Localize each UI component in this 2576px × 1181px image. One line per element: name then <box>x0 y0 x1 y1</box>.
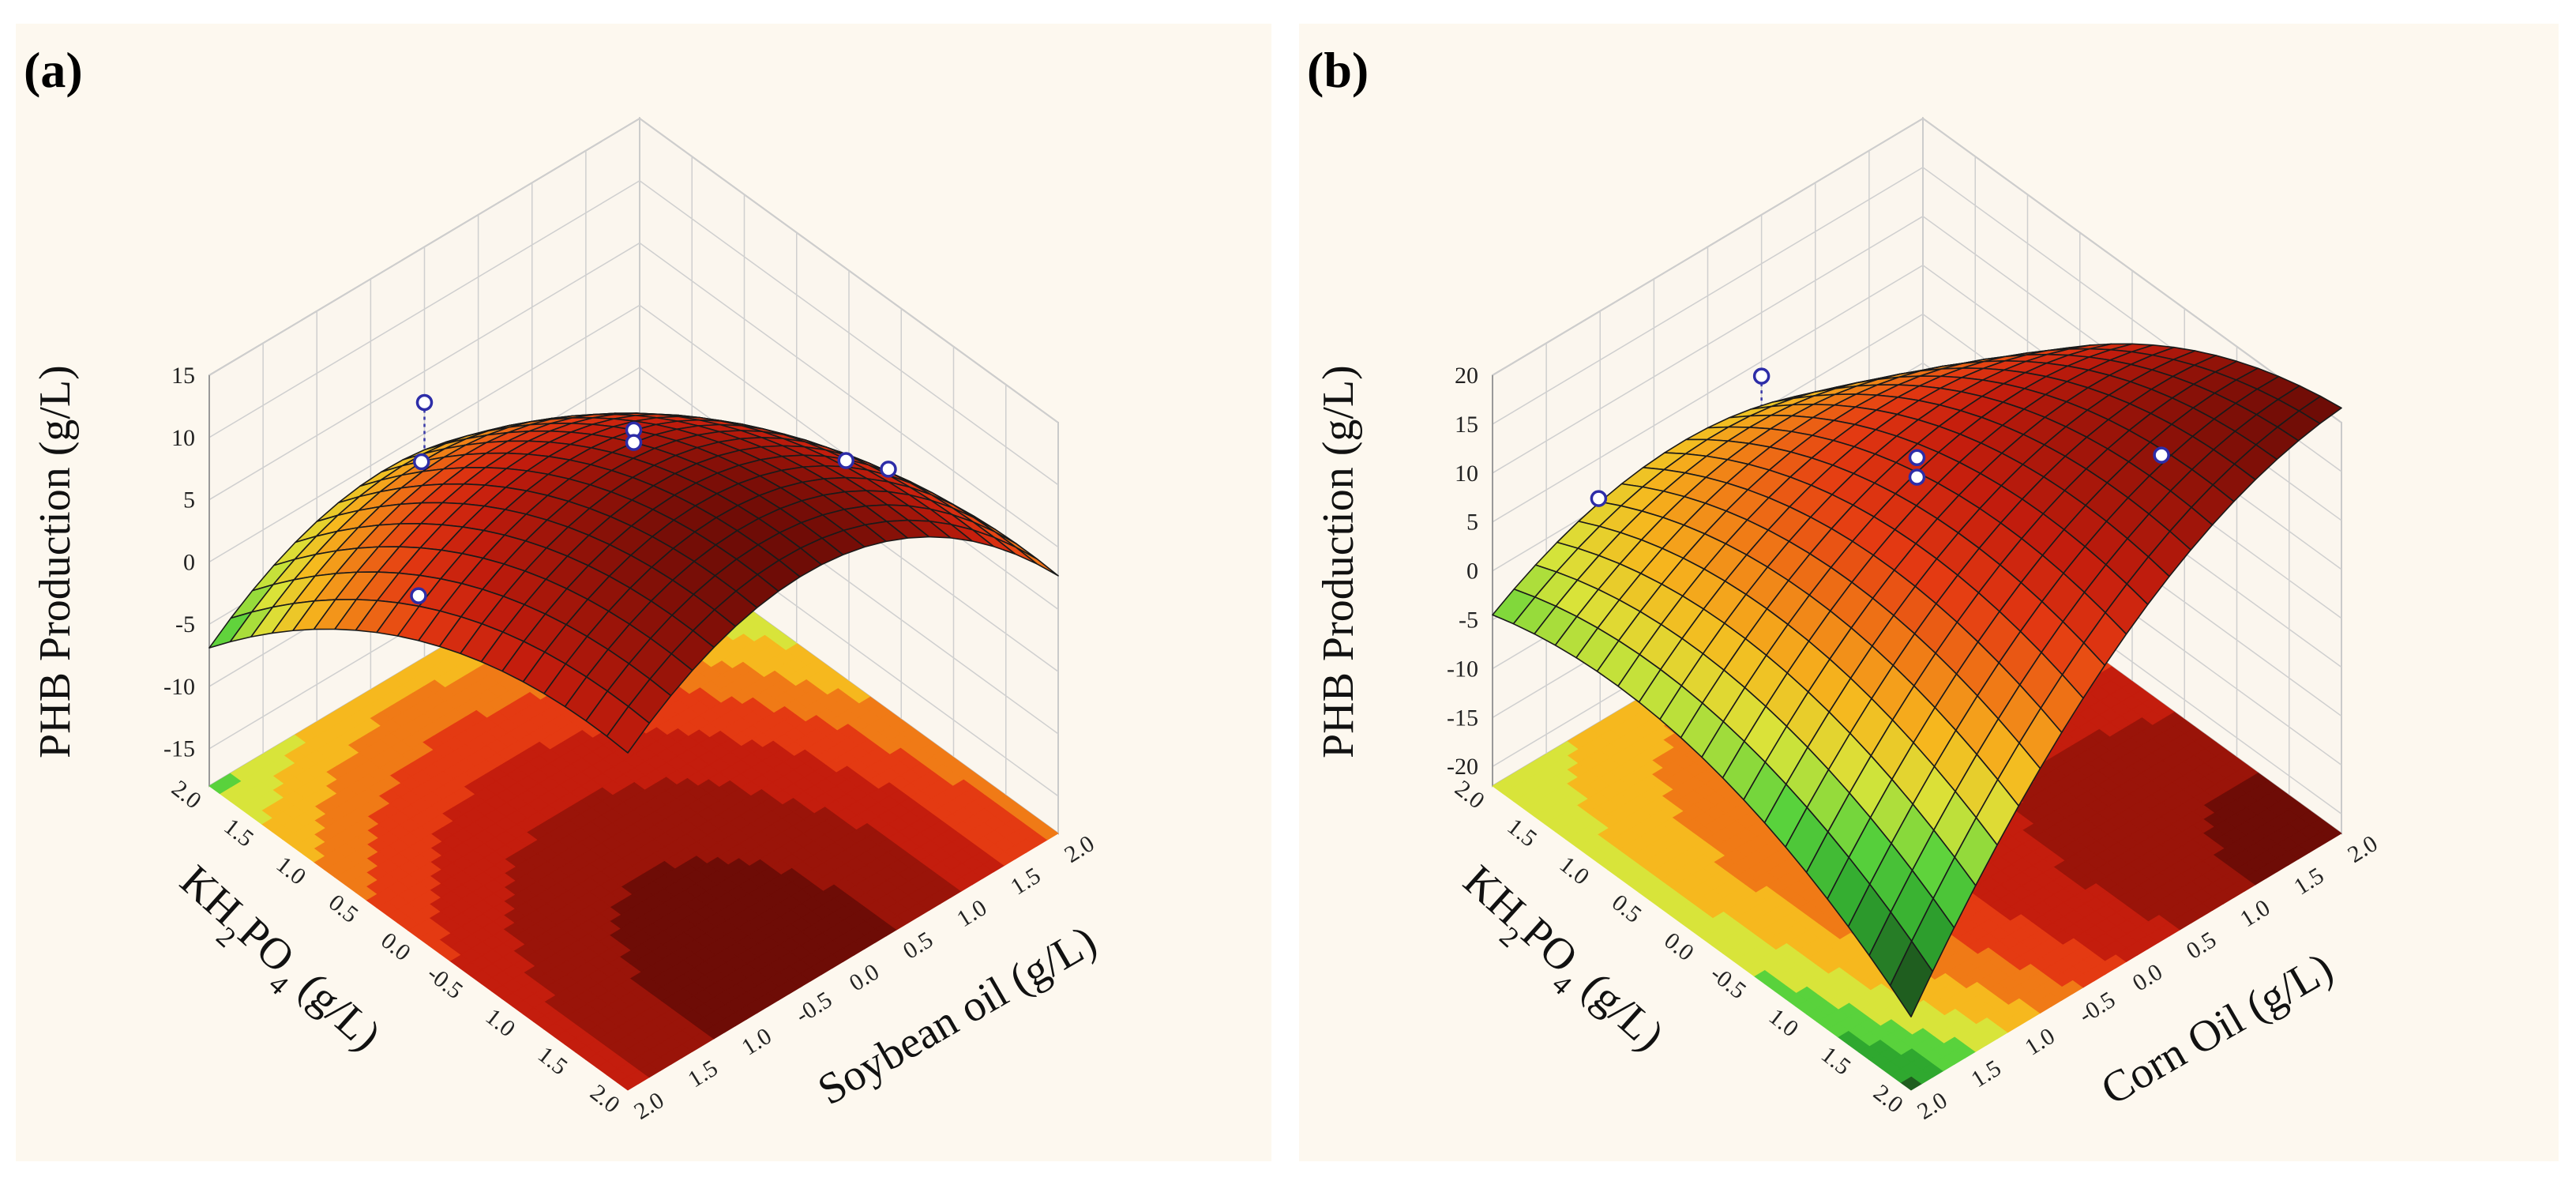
x-tick-label: 1.5 <box>683 1055 722 1093</box>
y-axis-label-b-main: KH <box>1454 856 1534 935</box>
y-tick-label: 1.5 <box>1502 814 1541 852</box>
y-tick-label: 0.0 <box>376 927 415 966</box>
x-tick-label: 0.5 <box>899 927 937 965</box>
z-tick-label: -10 <box>163 674 195 700</box>
data-point <box>1908 449 1926 467</box>
y-tick-label: 1.0 <box>481 1003 520 1042</box>
data-point <box>410 587 427 604</box>
z-tick-label: -5 <box>1459 607 1478 634</box>
surface-plot-b: (b) 20151050-5-10-15-202.01.51.00.50.0-0… <box>1307 42 2383 1125</box>
chart-panel-b: (b) 20 15 10 5 0 -5 -10 -15 -20 2.0 1.5 1.0 0.5 0.0 -0… <box>1299 24 2559 1161</box>
y-axis-label-b-mid: PO <box>1512 908 1587 983</box>
data-point <box>880 461 897 478</box>
y-tick-label: 0.0 <box>1659 927 1699 966</box>
z-tick-label: -15 <box>1447 705 1478 731</box>
x-tick-label: -0.5 <box>791 987 837 1029</box>
x-tick-label: 0.0 <box>2128 959 2167 997</box>
y-axis-label-a-mid: PO <box>229 908 304 983</box>
y-tick-label: 1.0 <box>1555 852 1594 890</box>
x-tick-label: 1.5 <box>1006 863 1045 901</box>
z-tick-label: -15 <box>163 736 195 762</box>
y-tick-label: 0.5 <box>324 890 363 928</box>
x-tick-label: 1.5 <box>2289 863 2328 901</box>
x-tick-label: 2.0 <box>629 1087 668 1125</box>
z-tick-label: 15 <box>171 363 195 389</box>
z-tick-label: -20 <box>1447 754 1478 780</box>
grid-line <box>208 242 1059 548</box>
z-tick-label: 5 <box>183 487 195 513</box>
data-point <box>1908 468 1926 486</box>
data-point <box>413 453 430 471</box>
x-tick-label: 1.0 <box>952 894 991 932</box>
z-tick-label: -10 <box>1447 656 1478 682</box>
z-tick-label: 5 <box>1466 510 1478 536</box>
data-point <box>1590 490 1608 507</box>
x-tick-label: 1.0 <box>2020 1023 2059 1061</box>
data-point <box>2153 446 2170 464</box>
panel-label-b: (b) <box>1307 42 1369 98</box>
z-tick-label: -5 <box>175 611 195 638</box>
surface-cell <box>1889 940 1934 1017</box>
y-axis-label-a-main: KH <box>171 856 251 935</box>
z-tick-label: 10 <box>1455 461 1478 487</box>
y-tick-label: 2.0 <box>167 775 206 814</box>
data-point <box>837 452 854 469</box>
x-tick-label: 0.0 <box>845 959 884 997</box>
y-axis-label-a-tail: (g/L) <box>281 956 389 1060</box>
z-tick-label: 0 <box>183 549 195 575</box>
y-tick-label: 1.0 <box>272 852 311 890</box>
grid-line <box>1492 118 2342 423</box>
surface-cell <box>606 705 651 754</box>
y-tick-label: 1.5 <box>219 814 258 852</box>
x-tick-label: 0.5 <box>2182 927 2221 965</box>
x-tick-label: 2.0 <box>1060 830 1098 868</box>
x-tick-label: 1.5 <box>1966 1055 2005 1093</box>
grid-line <box>208 118 1059 423</box>
y-tick-label: 1.5 <box>533 1041 573 1080</box>
y-tick-label: 1.5 <box>1816 1041 1856 1080</box>
x-tick-label: -0.5 <box>2075 987 2120 1029</box>
x-tick-label: 1.0 <box>2236 894 2274 932</box>
y-tick-label: 2.0 <box>1450 775 1489 814</box>
z-tick-label: 0 <box>1466 559 1478 585</box>
x-tick-label: 2.0 <box>2343 830 2382 868</box>
y-axis-label-b-tail: (g/L) <box>1564 956 1673 1060</box>
panel-label-a: (a) <box>24 42 83 98</box>
y-tick-label: 1.0 <box>1764 1003 1804 1042</box>
x-tick-label: 2.0 <box>1913 1087 1951 1125</box>
z-axis-label-b: PHB Production (g/L) <box>1314 365 1363 758</box>
x-tick-label: 1.0 <box>737 1023 775 1061</box>
chart-panel-a: (a) 15 10 5 0 -5 -10 -15 2.0 1.5 1.0 0.5 0.0 -0.5 1.0… <box>16 24 1271 1161</box>
z-tick-label: 20 <box>1455 363 1478 389</box>
y-tick-label: 2.0 <box>1868 1079 1908 1118</box>
y-tick-label: 0.5 <box>1607 890 1647 928</box>
y-tick-label: 2.0 <box>585 1079 625 1118</box>
surface-plot-a: (a) 151050-5-10-152.01.51.00.50.0-0.51.0… <box>24 42 1105 1125</box>
z-axis-label-a: PHB Production (g/L) <box>31 365 80 758</box>
grid-line <box>208 179 1059 486</box>
z-tick-label: 10 <box>171 425 195 451</box>
data-point <box>415 393 434 412</box>
x-axis-label-b: Corn Oil (g/L) <box>2093 943 2341 1115</box>
data-point <box>1752 367 1771 385</box>
data-point <box>625 434 643 451</box>
z-tick-label: 15 <box>1455 412 1478 438</box>
